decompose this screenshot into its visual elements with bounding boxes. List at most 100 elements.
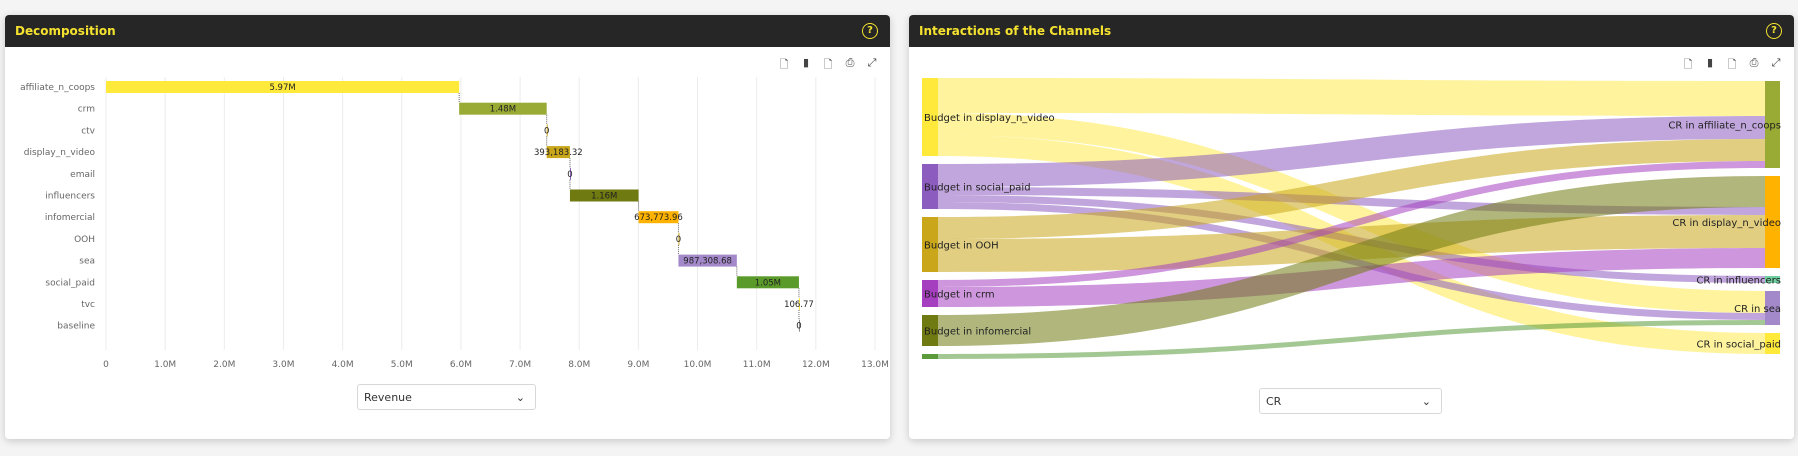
data-label: 0 (676, 235, 681, 245)
y-category-label: baseline (57, 322, 95, 332)
x-tick-label: 10.0M (684, 360, 712, 370)
y-category-label: influencers (45, 192, 95, 202)
sankey-link (938, 78, 1765, 116)
x-tick-label: 6.0M (450, 360, 472, 370)
x-tick-label: 5.0M (391, 360, 413, 370)
bar (546, 124, 548, 137)
chart-toolbar: 🗋 ▮ 🗋 ⎙ ⤢ (1682, 56, 1782, 75)
sankey-target-label: CR in social_paid (1696, 340, 1781, 351)
y-category-label: crm (78, 105, 95, 115)
sankey-link (938, 248, 1765, 307)
sankey-source-label: Budget in display_n_video (924, 113, 1055, 124)
panel-title: Interactions of the Channels (919, 24, 1112, 38)
data-label: 393,183.32 (534, 148, 583, 158)
x-tick-label: 9.0M (627, 360, 649, 370)
y-category-label: display_n_video (24, 148, 96, 158)
y-category-label: sea (79, 257, 95, 267)
x-tick-label: 1.0M (154, 360, 176, 370)
print-icon[interactable]: ⎙ (845, 56, 855, 69)
pdf-file-icon[interactable]: ▮ (1706, 56, 1714, 69)
bar (106, 81, 460, 93)
data-label: 673,773.96 (634, 213, 683, 223)
sankey-link (938, 113, 1765, 313)
x-tick-label: 3.0M (272, 360, 294, 370)
dropdown-value: Revenue (364, 390, 412, 404)
sankey-link (938, 176, 1765, 346)
sankey-source-node (922, 354, 938, 359)
bar (569, 167, 571, 180)
sankey-source-node (922, 315, 938, 346)
dropdown-value: CR (1266, 394, 1282, 408)
decomposition-panel: Decomposition ? 🗋 ▮ 🗋 ⎙ ⤢ 0 1.0M 2.0M 3.0M 4… (5, 15, 890, 439)
sankey-source-label: Budget in infomercial (924, 327, 1031, 338)
data-label: 0 (567, 170, 572, 180)
sankey-target-node (1765, 81, 1780, 168)
sankey-link (938, 116, 1765, 187)
sankey-target-label: CR in affiliate_n_coops (1668, 121, 1781, 132)
sankey-link (938, 320, 1765, 359)
y-category-label: OOH (74, 235, 95, 245)
sankey-chart: Budget in display_n_video Budget in socia… (922, 78, 1781, 359)
help-icon[interactable]: ? (1766, 23, 1782, 39)
help-icon[interactable]: ? (862, 23, 878, 39)
data-label: 106.77 (784, 300, 814, 310)
metric-dropdown[interactable]: Revenue ⌄ (357, 384, 536, 410)
sankey-source-label: Budget in crm (924, 290, 995, 301)
print-icon[interactable]: ⎙ (1749, 56, 1759, 69)
x-tick-label: 2.0M (213, 360, 235, 370)
data-label: 1.05M (755, 278, 781, 288)
fullscreen-icon[interactable]: ⤢ (867, 56, 877, 69)
y-category-label: ctv (81, 126, 95, 136)
y-category-label: infomercial (45, 213, 95, 223)
bar (736, 276, 799, 289)
data-label: 1.16M (591, 192, 617, 202)
png-file-icon[interactable]: 🗋 (779, 58, 789, 71)
x-tick-label: 11.0M (743, 360, 771, 370)
x-tick-label: 12.0M (802, 360, 830, 370)
sankey-target-node (1765, 276, 1780, 283)
y-category-label: tvc (81, 300, 95, 310)
data-label: 0 (796, 322, 801, 332)
chart-toolbar: 🗋 ▮ 🗋 ⎙ ⤢ (778, 56, 878, 75)
bar (678, 254, 737, 267)
sankey-link (938, 215, 1765, 272)
metric-dropdown[interactable]: CR ⌄ (1259, 388, 1442, 414)
chevron-down-icon: ⌄ (515, 390, 525, 404)
sankey-link (938, 139, 1765, 239)
panel-title: Decomposition (15, 24, 116, 38)
bar (569, 189, 639, 202)
sankey-source-node (922, 164, 938, 209)
chevron-down-icon: ⌄ (1421, 394, 1431, 408)
panel-header: Interactions of the Channels ? (909, 15, 1794, 47)
pdf-file-icon[interactable]: ▮ (802, 56, 810, 69)
x-tick-label: 4.0M (332, 360, 354, 370)
bar (678, 232, 680, 245)
data-label: 5.97M (269, 83, 295, 93)
sankey-target-node (1765, 291, 1780, 325)
sankey-source-node (922, 217, 938, 272)
x-tick-label: 7.0M (509, 360, 531, 370)
bar (638, 211, 679, 224)
x-tick-label: 0 (103, 360, 109, 370)
xlsx-file-icon[interactable]: 🗋 (1727, 58, 1737, 71)
fullscreen-icon[interactable]: ⤢ (1771, 56, 1781, 69)
sankey-source-node (922, 78, 938, 156)
sankey-source-label: Budget in social_paid (924, 183, 1031, 194)
xlsx-file-icon[interactable]: 🗋 (823, 58, 833, 71)
waterfall-chart: 0 1.0M 2.0M 3.0M 4.0M 5.0M 6.0M 7.0M 8.0M 9.0M 10.… (20, 77, 889, 370)
png-file-icon[interactable]: 🗋 (1683, 58, 1693, 71)
sankey-target-label: CR in sea (1734, 304, 1781, 315)
sankey-target-node (1765, 176, 1780, 268)
bar (798, 298, 800, 310)
sankey-target-label: CR in display_n_video (1672, 218, 1781, 229)
panel-header: Decomposition ? (5, 15, 890, 47)
x-tick-label: 8.0M (568, 360, 590, 370)
data-label: 0 (544, 126, 549, 136)
x-tick-label: 13.0M (861, 360, 889, 370)
sankey-link (938, 161, 1765, 287)
y-category-label: social_paid (45, 278, 95, 288)
sankey-source-label: Budget in OOH (924, 241, 999, 252)
bar (546, 146, 570, 159)
sankey-target-node (1765, 333, 1780, 354)
sankey-source-node (922, 280, 938, 307)
